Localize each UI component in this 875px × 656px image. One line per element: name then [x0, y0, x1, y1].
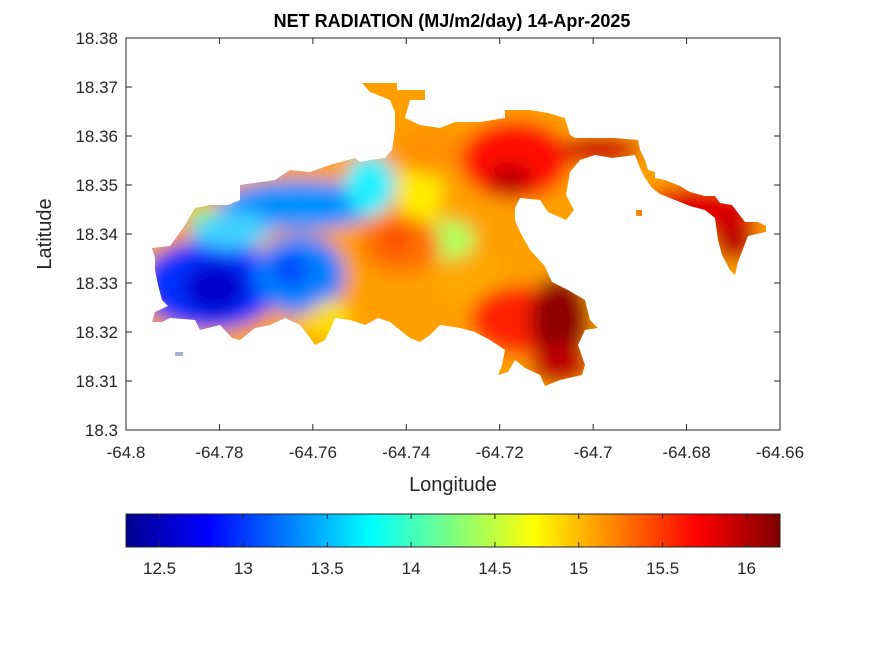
x-tick-label: -64.68: [662, 443, 710, 462]
radiation-field: [152, 83, 766, 386]
y-tick-label: 18.38: [75, 29, 118, 48]
y-tick-label: 18.36: [75, 127, 118, 146]
y-tick-label: 18.35: [75, 176, 118, 195]
colorbar-tick-label: 15.5: [646, 559, 679, 578]
y-axis-label: Latitude: [34, 198, 56, 269]
x-tick-label: -64.78: [195, 443, 243, 462]
y-tick-label: 18.37: [75, 78, 118, 97]
colorbar-tick-label: 16: [737, 559, 756, 578]
x-tick-label: -64.76: [289, 443, 337, 462]
y-tick-label: 18.3: [85, 421, 118, 440]
colorbar-tick-label: 15: [569, 559, 588, 578]
y-tick-label: 18.32: [75, 323, 118, 342]
colorbar: 12.5 13 13.5 14 14.5 15 15.5 16: [125, 513, 781, 578]
x-tick-label: -64.7: [574, 443, 613, 462]
y-tick-label: 18.34: [75, 225, 118, 244]
colorbar-tick-label: 12.5: [143, 559, 176, 578]
x-tick-label: -64.74: [382, 443, 430, 462]
colorbar-tick-label: 14: [402, 559, 421, 578]
colorbar-tick-label: 13.5: [311, 559, 344, 578]
colorbar-tick-label: 14.5: [478, 559, 511, 578]
x-axis-label: Longitude: [409, 474, 497, 496]
y-tick-label: 18.31: [75, 372, 118, 391]
colorbar-frame: [125, 513, 781, 548]
y-axis: 18.3 18.31 18.32 18.33 18.34 18.35 18.36 18.37 1…: [34, 29, 780, 440]
map-title: NET RADIATION (MJ/m2/day) 14-Apr-2025: [274, 11, 631, 31]
colorbar-tick-label: 13: [234, 559, 253, 578]
y-tick-label: 18.33: [75, 274, 118, 293]
x-tick-label: -64.66: [756, 443, 804, 462]
colorbar-gradient: [126, 514, 780, 547]
x-axis: -64.8 -64.78 -64.76 -64.74 -64.72 -64.7 -64.68…: [107, 38, 804, 496]
x-tick-label: -64.8: [107, 443, 146, 462]
x-tick-label: -64.72: [476, 443, 524, 462]
